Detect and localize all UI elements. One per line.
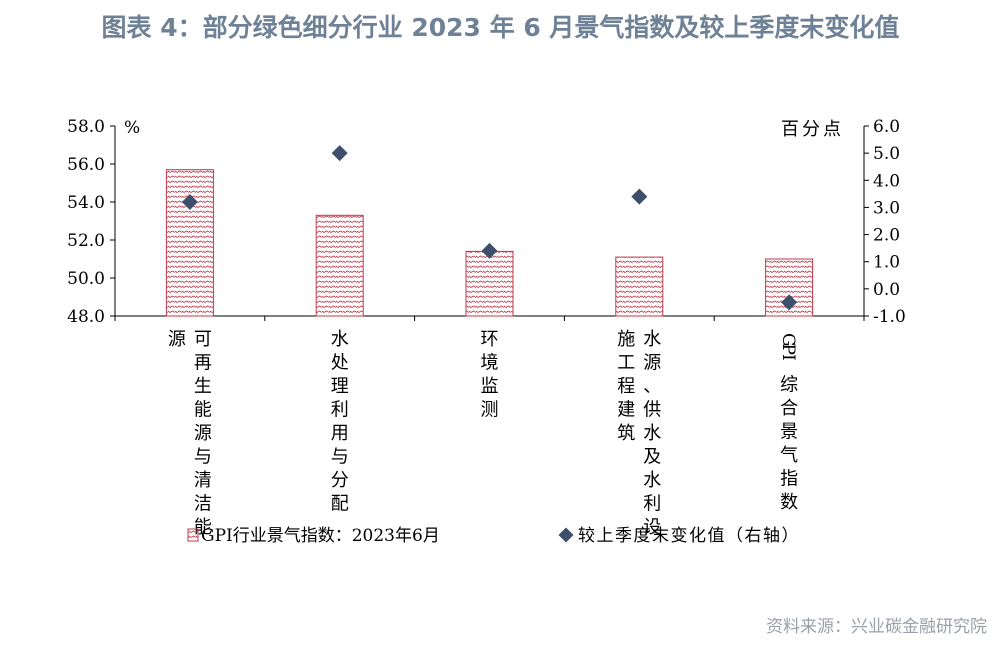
- right-axis-tick-label: 3.0: [873, 198, 900, 218]
- svg-text:监: 监: [481, 376, 499, 397]
- svg-text:工: 工: [617, 353, 635, 374]
- right-axis-tick-label: 4.0: [873, 171, 900, 191]
- svg-text:气: 气: [780, 445, 798, 466]
- svg-text:景: 景: [780, 422, 798, 443]
- svg-text:源: 源: [194, 423, 212, 444]
- source-note: 资料来源：兴业碳金融研究院: [766, 617, 987, 637]
- left-axis-unit: %: [124, 118, 140, 138]
- svg-text:用: 用: [331, 423, 349, 444]
- bar: [615, 256, 664, 317]
- svg-text:境: 境: [481, 353, 499, 374]
- svg-text:施: 施: [617, 329, 635, 350]
- left-axis-tick-label: 48.0: [67, 307, 105, 327]
- svg-text:建: 建: [617, 400, 635, 421]
- svg-text:、: 、: [643, 376, 661, 397]
- svg-text:水: 水: [331, 329, 349, 350]
- svg-text:可: 可: [194, 329, 212, 350]
- svg-text:源: 源: [168, 329, 186, 350]
- svg-text:G: G: [778, 333, 798, 347]
- svg-text:程: 程: [617, 376, 635, 397]
- svg-text:水: 水: [643, 329, 661, 350]
- svg-text:I: I: [778, 354, 798, 361]
- svg-text:生: 生: [194, 376, 212, 397]
- right-axis-tick-label: 6.0: [873, 117, 900, 137]
- right-axis-tick-label: -1.0: [873, 307, 906, 327]
- svg-text:源: 源: [643, 353, 661, 374]
- right-axis-tick-label: 1.0: [873, 253, 900, 273]
- svg-text:测: 测: [481, 400, 499, 421]
- left-axis-tick-label: 56.0: [67, 155, 105, 175]
- left-axis-tick-label: 50.0: [67, 269, 105, 289]
- svg-text:及: 及: [643, 447, 661, 468]
- svg-text:能: 能: [194, 400, 212, 421]
- legend-marker-swatch: [558, 527, 574, 543]
- svg-text:供: 供: [643, 400, 661, 421]
- svg-text:水: 水: [643, 470, 661, 491]
- svg-text:与: 与: [194, 447, 212, 468]
- bar: [465, 250, 514, 317]
- svg-text:利: 利: [643, 494, 661, 515]
- svg-text:指: 指: [780, 469, 798, 490]
- legend: GPI行业景气指数：2023年6月 较上季度末变化值（右轴）: [187, 526, 800, 546]
- svg-text:处: 处: [331, 353, 349, 374]
- svg-text:合: 合: [780, 398, 798, 419]
- legend-bar-swatch: [187, 528, 199, 542]
- bars: [165, 169, 814, 317]
- diamond-marker: [631, 188, 648, 205]
- markers: [181, 145, 798, 311]
- left-axis-tick-label: 58.0: [67, 117, 105, 137]
- bar: [315, 214, 364, 317]
- svg-text:数: 数: [780, 492, 798, 513]
- svg-text:洁: 洁: [194, 494, 212, 515]
- diamond-marker: [781, 294, 798, 311]
- axes: 58.0 56.0 54.0 52.0 50.0 48.0 6.0 5.0 4.0 3.0 2.0 1…: [67, 117, 906, 327]
- left-axis-tick-label: 52.0: [67, 231, 105, 251]
- legend-bar-label: GPI行业景气指数：2023年6月: [201, 526, 440, 546]
- svg-text:环: 环: [481, 329, 499, 350]
- svg-text:与: 与: [331, 447, 349, 468]
- svg-text:利: 利: [331, 400, 349, 421]
- svg-text:筑: 筑: [617, 423, 635, 444]
- svg-text:分: 分: [331, 470, 349, 491]
- svg-text:P: P: [778, 344, 798, 355]
- svg-text:设: 设: [643, 517, 661, 538]
- svg-text:清: 清: [194, 470, 212, 491]
- chart-title: 图表 4：部分绿色细分行业 2023 年 6 月景气指数及较上季度末变化值: [101, 13, 900, 42]
- right-axis-unit: 百分点: [781, 119, 844, 140]
- diamond-marker: [481, 242, 498, 259]
- svg-text:水: 水: [643, 423, 661, 444]
- diamond-marker: [181, 194, 198, 210]
- svg-text:再: 再: [194, 353, 212, 374]
- svg-text:配: 配: [331, 494, 349, 515]
- bar: [165, 169, 214, 317]
- legend-marker-label: 较上季度末变化值（右轴）: [578, 526, 800, 546]
- diamond-marker: [331, 145, 348, 162]
- right-axis-tick-label: 5.0: [873, 144, 900, 164]
- svg-text:理: 理: [331, 376, 349, 397]
- left-axis-tick-label: 54.0: [67, 193, 105, 213]
- right-axis-tick-label: 0.0: [873, 280, 900, 300]
- svg-text:综: 综: [780, 375, 798, 396]
- right-axis-tick-label: 2.0: [873, 226, 900, 246]
